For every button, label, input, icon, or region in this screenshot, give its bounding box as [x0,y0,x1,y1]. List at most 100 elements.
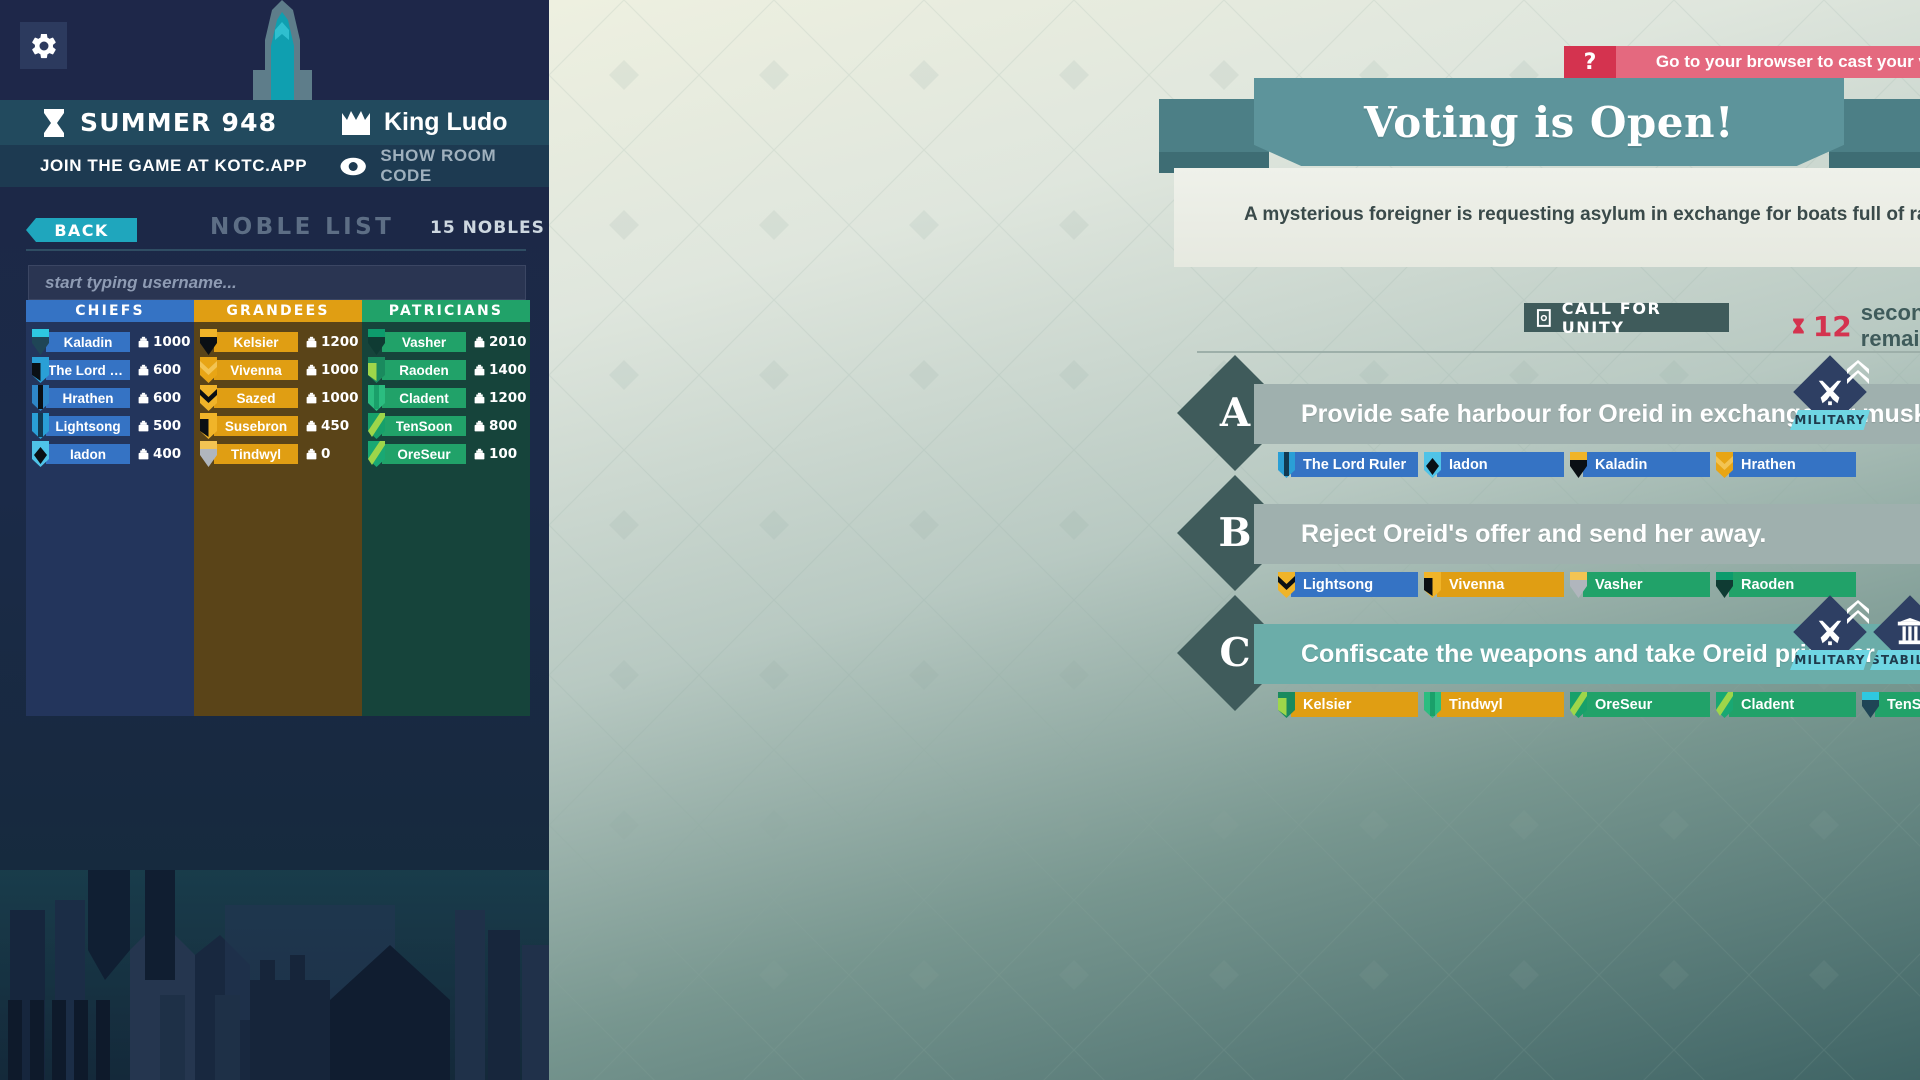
noble-gold: 0 [305,446,330,462]
noble-row[interactable]: Kaladin 1000 [26,328,194,356]
settings-button[interactable] [20,22,67,69]
noble-row[interactable]: Cladent 1200 [362,384,530,412]
noble-name-pill: Vasher [382,332,466,352]
back-label: BACK [54,220,109,240]
noble-column-chiefs: CHIEFS Kaladin 1000 The Lord R... 600 Hr… [26,300,194,716]
sigil-icon [1716,451,1733,478]
noble-name-pill: Raoden [382,360,466,380]
noble-row[interactable]: Tindwyl 0 [194,440,362,468]
option-letter: B [1218,510,1252,556]
sigil-icon [1424,571,1441,598]
column-header-grandees: GRANDEES [194,300,362,322]
voter-name: Tindwyl [1437,692,1564,717]
voter-name: Hrathen [1729,452,1856,477]
countdown-timer: 12 seconds remaining. [1792,300,1920,352]
question-mark-icon: ? [1564,46,1616,78]
noble-row[interactable]: Lightsong 500 [26,412,194,440]
prompt-text: A mysterious foreigner is requesting asy… [1244,204,1920,225]
noble-name-pill: Kelsier [214,332,298,352]
main-panel: ? Go to your browser to cast your vote! … [549,0,1920,1080]
voter-chip: Lightsong [1278,571,1418,598]
sigil-icon [1278,451,1295,478]
voter-chip: Vasher [1570,571,1710,598]
hourglass-icon [1793,318,1804,334]
noble-count-label: 15 NOBLES [430,218,545,238]
voter-name: Lightsong [1291,572,1418,597]
sigil-icon [1716,571,1733,598]
noble-row[interactable]: Vasher 2010 [362,328,530,356]
sigil-icon [1716,691,1733,718]
browser-vote-text: Go to your browser to cast your vote! [1616,46,1920,78]
effect-badge-military: MILITARY [1790,355,1870,430]
noble-gold: 1400 [473,362,527,378]
noble-row[interactable]: Iadon 400 [26,440,194,468]
noble-row[interactable]: Hrathen 600 [26,384,194,412]
column-body-grandees: Kelsier 1200 Vivenna 1000 Sazed 1000 Sus… [194,322,362,716]
noble-row[interactable]: Kelsier 1200 [194,328,362,356]
king-name: King Ludo [384,108,508,136]
browser-vote-notice: ? Go to your browser to cast your vote! [1564,46,1920,78]
scroll-icon [1536,308,1551,327]
section-divider [1197,351,1920,353]
sigil-icon [32,413,49,439]
noble-row[interactable]: Vivenna 1000 [194,356,362,384]
back-button[interactable]: BACK [26,218,137,242]
sigil-icon [200,441,217,467]
voter-name: The Lord Ruler [1291,452,1418,477]
noble-row[interactable]: OreSeur 100 [362,440,530,468]
sigil-icon [1862,691,1879,718]
divider [26,249,526,251]
noble-name-pill: Hrathen [46,388,130,408]
option-voters: The Lord Ruler Iadon Kaladin Hrathen [1278,451,1862,478]
hourglass-icon [44,108,64,137]
voter-chip: Iadon [1424,451,1564,478]
call-for-unity-label: CALL FOR UNITY [1561,298,1662,337]
call-for-unity-button[interactable]: CALL FOR UNITY [1524,299,1729,337]
noble-name-pill: Sazed [214,388,298,408]
search-input[interactable] [43,271,517,294]
badge-label: STABILITY [1870,650,1920,670]
sigil-icon [32,357,49,383]
voter-name: Vasher [1583,572,1710,597]
noble-gold: 400 [137,446,181,462]
gear-icon [31,33,56,58]
show-room-code-button[interactable]: SHOW ROOM CODE [340,146,549,186]
search-box[interactable] [28,265,526,300]
noble-row[interactable]: The Lord R... 600 [26,356,194,384]
voter-name: Raoden [1729,572,1856,597]
sidebar-top-bar [0,0,549,160]
sigil-icon [368,441,385,467]
voter-name: Cladent [1729,692,1856,717]
noble-name-pill: OreSeur [382,444,466,464]
noble-row[interactable]: Sazed 1000 [194,384,362,412]
voter-chip: Hrathen [1716,451,1856,478]
noble-gold: 100 [473,446,517,462]
noble-row[interactable]: Susebron 450 [194,412,362,440]
crossed-swords-icon [1804,606,1856,658]
voter-name: Kelsier [1291,692,1418,717]
noble-gold: 600 [137,390,181,406]
noble-row[interactable]: TenSoon 800 [362,412,530,440]
option-bar[interactable]: Reject Oreid's offer and send her away. [1254,504,1920,564]
noble-row[interactable]: Raoden 1400 [362,356,530,384]
effect-badge-stability: STABILITY [1870,595,1920,670]
noble-name-pill: Kaladin [46,332,130,352]
noble-column-grandees: GRANDEES Kelsier 1200 Vivenna 1000 Sazed… [194,300,362,716]
noble-name-pill: Iadon [46,444,130,464]
noble-gold: 1000 [305,362,359,378]
noble-gold: 2010 [473,334,527,350]
noble-name-pill: Susebron [214,416,298,436]
season-bar: SUMMER 948 King Ludo [0,100,549,145]
noble-gold: 600 [137,362,181,378]
voter-chip: OreSeur [1570,691,1710,718]
voter-name: Iadon [1437,452,1564,477]
banner-tail-right-shadow [1829,152,1920,173]
sigil-icon [368,329,385,355]
noble-gold: 450 [305,418,349,434]
sigil-icon [368,357,385,383]
badge-label: MILITARY [1790,410,1870,430]
voter-chip: The Lord Ruler [1278,451,1418,478]
option-text: Confiscate the weapons and take Oreid pr… [1301,640,1881,668]
voter-chip: Kelsier [1278,691,1418,718]
sigil-icon [200,329,217,355]
